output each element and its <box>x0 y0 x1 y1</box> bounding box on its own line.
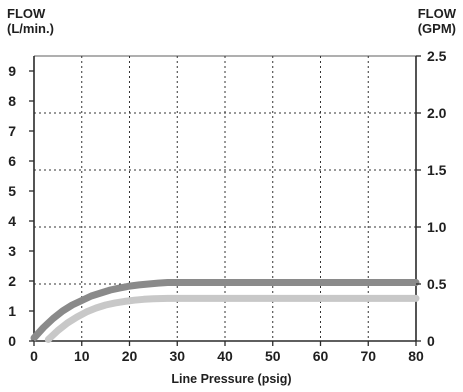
y-left-tick-label: 9 <box>8 63 16 79</box>
y-left-tick-label: 3 <box>8 243 16 259</box>
x-tick-label: 20 <box>122 348 138 364</box>
y-axis-title-right-line1: FLOW <box>417 6 456 21</box>
x-tick-label: 70 <box>360 348 376 364</box>
y-right-tick-label: 0.5 <box>427 276 447 292</box>
y-left-tick-label: 7 <box>8 123 16 139</box>
x-tick-label: 10 <box>74 348 90 364</box>
x-axis-title: Line Pressure (psig) <box>171 372 292 386</box>
y-right-tick-label: 2.5 <box>427 48 447 64</box>
y-left-tick-label: 1 <box>8 303 16 319</box>
series-lines <box>30 279 420 343</box>
x-tick-label: 60 <box>313 348 329 364</box>
y-right-tick-label: 1.0 <box>427 219 447 235</box>
series-line <box>30 279 420 342</box>
x-tick-label: 40 <box>217 348 233 364</box>
x-tick-label: 0 <box>30 348 38 364</box>
y-right-tick-label: 0 <box>427 333 435 349</box>
y-right-tick-label: 2.0 <box>427 105 447 121</box>
x-tick-label: 30 <box>169 348 185 364</box>
y-left-tick-label: 5 <box>8 183 16 199</box>
x-tick-label: 50 <box>265 348 281 364</box>
y-left-tick-label: 0 <box>8 333 16 349</box>
y-axis-title-left-line2: (L/min.) <box>7 21 54 36</box>
tick-labels: 0 10 20 30 40 50 60 70 80012345678900.51.01.52.0… <box>8 48 446 364</box>
x-tick-label: 80 <box>408 348 424 364</box>
y-left-tick-label: 4 <box>8 213 16 229</box>
y-left-tick-label: 8 <box>8 93 16 109</box>
y-right-tick-label: 1.5 <box>427 162 447 178</box>
y-axis-title-right: FLOW (GPM) <box>418 6 456 36</box>
y-left-tick-label: 2 <box>8 273 16 289</box>
y-axis-title-right-line2: (GPM) <box>417 21 456 36</box>
y-left-tick-label: 6 <box>8 153 16 169</box>
series-line <box>44 294 420 343</box>
y-axis-title-left-line1: FLOW <box>7 6 46 21</box>
y-axis-title-left: FLOW (L/min.) <box>7 6 54 36</box>
